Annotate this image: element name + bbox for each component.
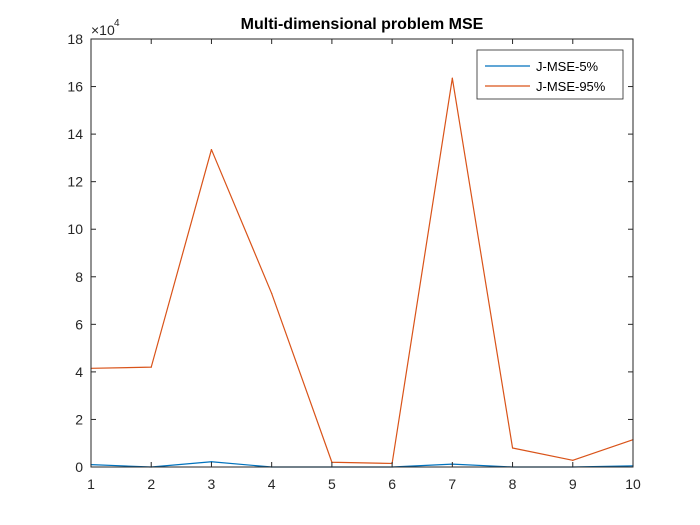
y-tick-label: 16	[67, 79, 83, 95]
data-point	[572, 459, 574, 461]
y-tick-label: 4	[75, 364, 83, 380]
x-tick-label: 5	[328, 476, 336, 492]
y-tick-label: 0	[75, 459, 83, 475]
y-tick-label: 2	[75, 411, 83, 427]
data-point	[451, 77, 453, 79]
y-tick-label: 8	[75, 269, 83, 285]
data-point	[271, 292, 273, 295]
y-tick-label: 10	[67, 221, 83, 237]
y-exponent-power: 4	[114, 18, 120, 29]
y-tick-label: 12	[67, 174, 83, 190]
axes-layer	[90, 38, 634, 468]
x-tick-label: 10	[625, 476, 641, 492]
y-tick-label: 6	[75, 316, 83, 332]
series-line-2	[90, 77, 634, 465]
data-point	[511, 447, 514, 449]
x-tick-label: 2	[147, 476, 155, 492]
x-tick-label: 7	[448, 476, 456, 492]
legend-label-1: J-MSE-5%	[536, 59, 599, 74]
legend: J-MSE-5% J-MSE-95%	[476, 49, 624, 100]
legend-label-2: J-MSE-95%	[536, 79, 606, 94]
axes-box	[90, 38, 634, 468]
x-tick-label: 3	[208, 476, 216, 492]
x-tick-label: 4	[268, 476, 276, 492]
y-exponent-label: ×10 4	[91, 18, 120, 38]
data-point	[210, 148, 213, 151]
x-tick-label: 9	[569, 476, 577, 492]
legend-box	[476, 49, 624, 100]
x-tick-label: 8	[509, 476, 517, 492]
data-point	[150, 366, 152, 368]
x-tick-label: 1	[87, 476, 95, 492]
y-exponent-base: ×10	[91, 22, 115, 38]
plot-area	[91, 39, 633, 467]
y-tick-label: 14	[67, 126, 83, 142]
x-tick-label: 6	[388, 476, 396, 492]
chart-title: Multi-dimensional problem MSE	[241, 16, 484, 33]
y-tick-label: 18	[67, 31, 83, 47]
